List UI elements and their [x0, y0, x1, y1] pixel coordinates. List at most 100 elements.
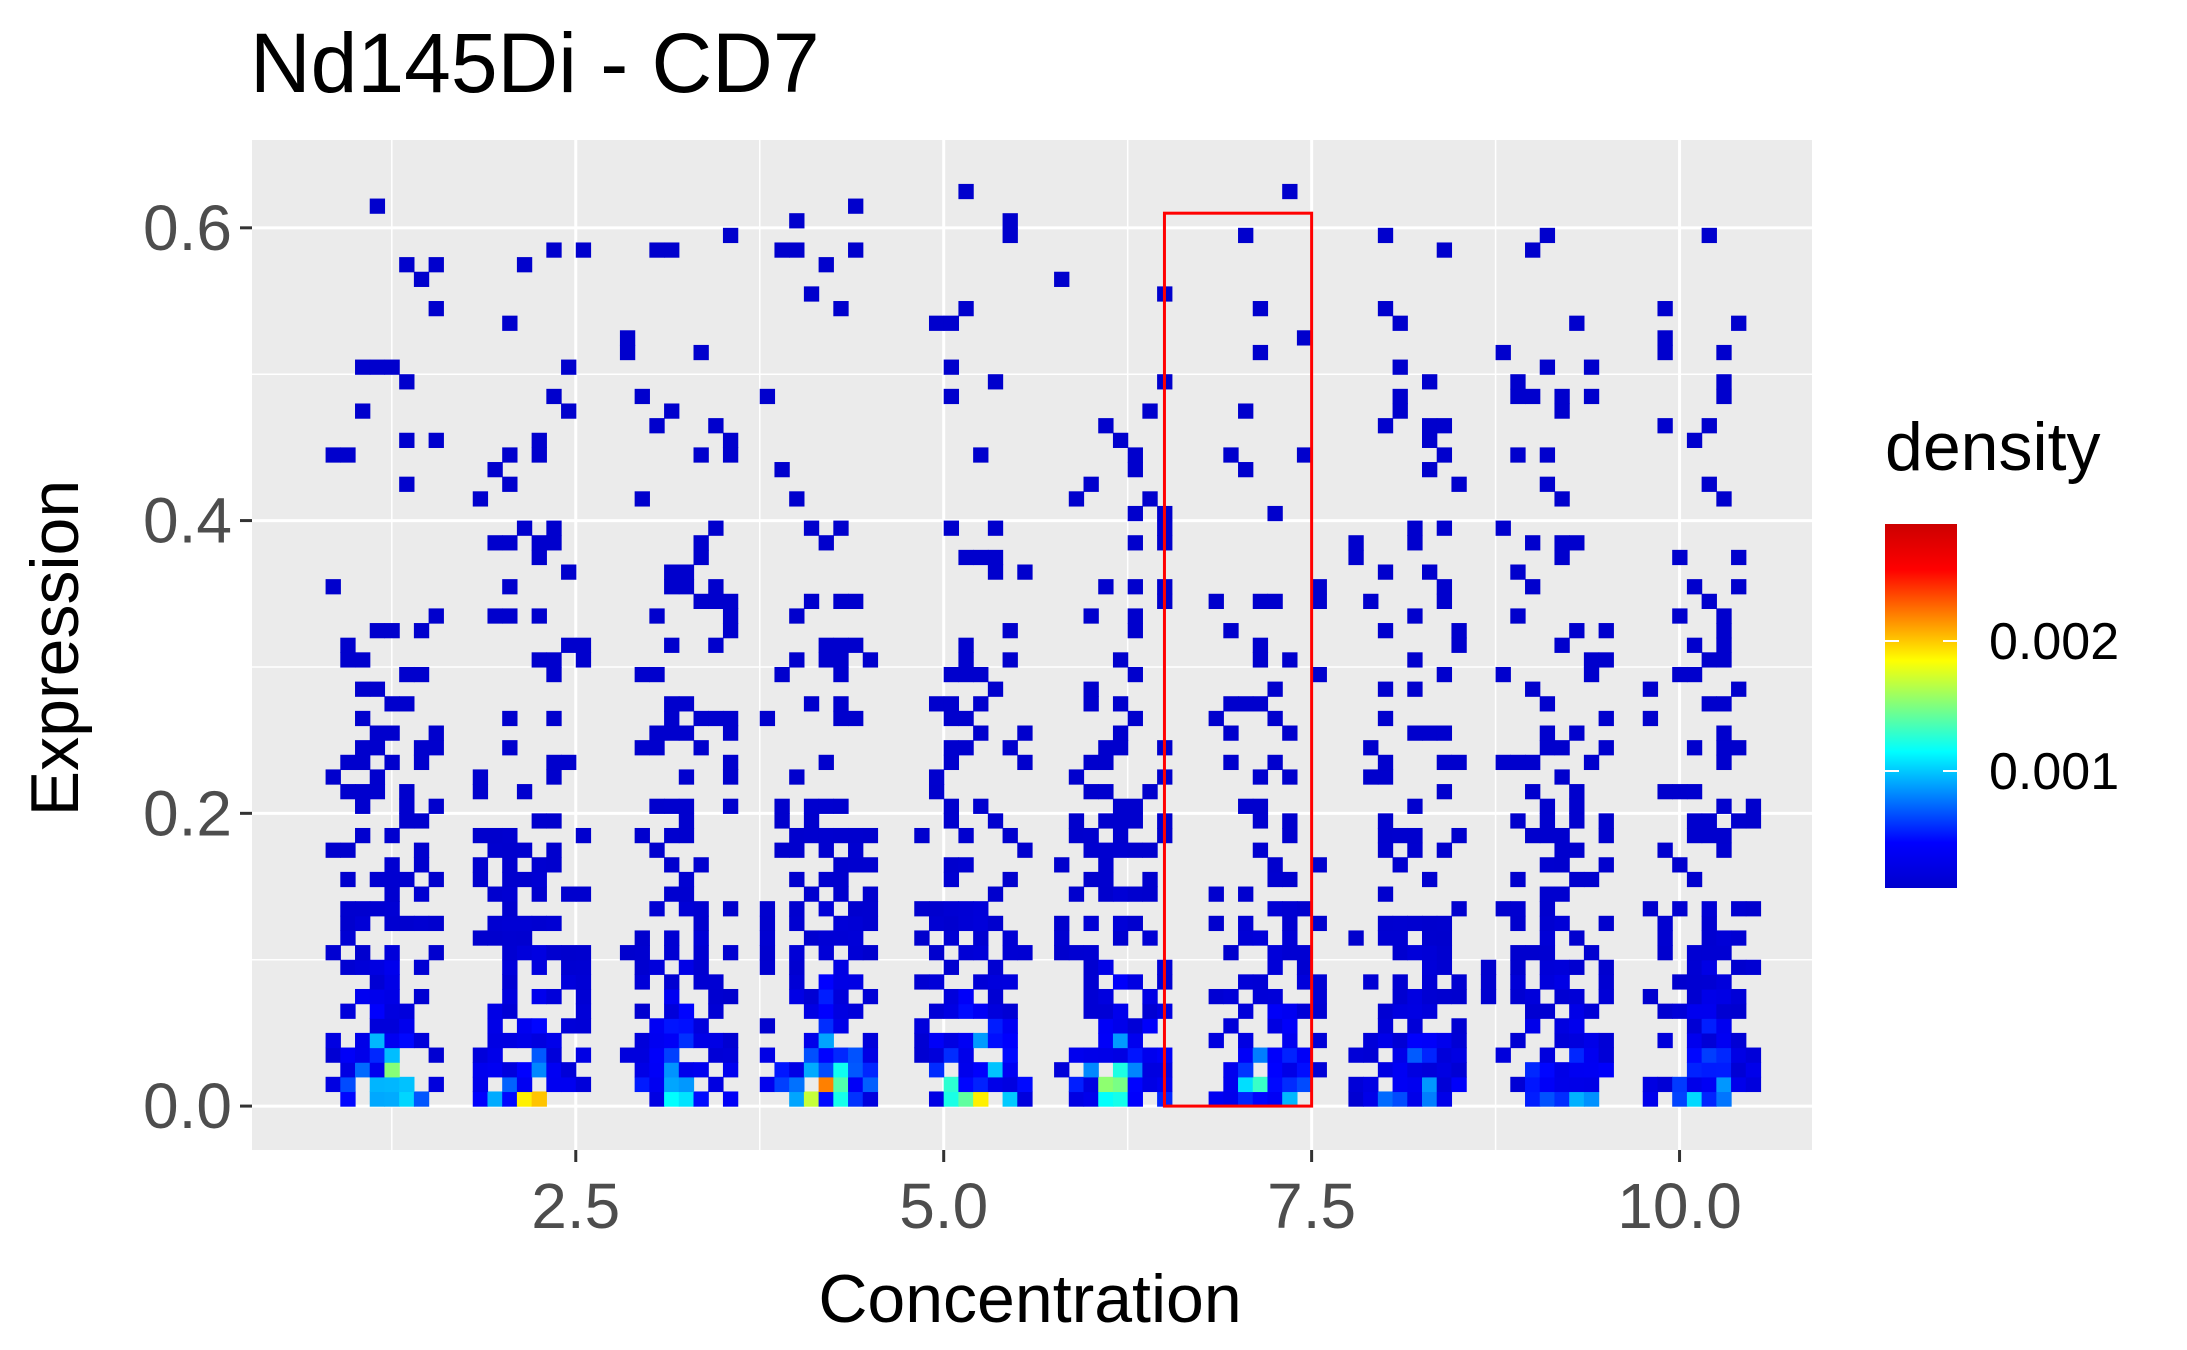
density-bin: [546, 388, 562, 405]
density-bin: [561, 359, 577, 375]
density-bin: [833, 1076, 849, 1093]
density-bin: [818, 1003, 834, 1019]
density-bin: [1510, 1032, 1526, 1049]
density-bin: [1238, 462, 1254, 478]
density-bin: [1451, 637, 1467, 653]
density-bin: [928, 769, 945, 785]
y-tick-label: 0.2: [143, 777, 232, 849]
density-bin: [413, 813, 430, 829]
density-bin: [848, 945, 864, 961]
density-bin: [678, 1076, 695, 1093]
density-bin: [803, 1047, 820, 1063]
density-bin: [818, 1032, 834, 1049]
density-bin: [413, 857, 430, 873]
density-bin: [1112, 1047, 1129, 1063]
density-bin: [1701, 1047, 1717, 1063]
density-bin: [1407, 608, 1423, 624]
density-bin: [1686, 432, 1703, 448]
density-bin: [516, 1076, 533, 1093]
density-bin: [1422, 374, 1438, 390]
density-bin: [664, 579, 680, 595]
density-bin: [472, 784, 489, 800]
density-bin: [803, 813, 820, 829]
density-bin: [1701, 827, 1717, 844]
density-bin: [1422, 418, 1438, 434]
density-bin: [1208, 1091, 1224, 1107]
density-bin: [862, 827, 879, 844]
density-bin: [833, 974, 849, 990]
density-bin: [1436, 988, 1453, 1005]
density-bin: [1112, 813, 1129, 829]
density-bin: [384, 915, 400, 932]
density-bin: [1554, 1062, 1570, 1078]
density-bin: [369, 1032, 386, 1049]
density-bin: [1569, 315, 1585, 331]
density-bin: [369, 725, 386, 741]
density-bin: [546, 1047, 562, 1063]
density-bin: [759, 959, 776, 975]
density-bin: [1510, 813, 1526, 829]
density-bin: [428, 915, 444, 932]
density-bin: [1282, 1003, 1298, 1019]
density-bin: [1238, 403, 1254, 419]
density-bin: [693, 959, 709, 975]
density-bin: [693, 447, 709, 463]
density-bin: [789, 915, 805, 932]
density-bin: [1583, 871, 1600, 888]
density-bin: [1017, 725, 1033, 741]
density-bin: [1223, 1091, 1239, 1107]
density-bin: [1112, 1018, 1129, 1034]
density-bin: [664, 798, 680, 814]
density-bin: [818, 842, 834, 858]
density-bin: [1422, 974, 1438, 990]
density-bin: [1583, 1032, 1600, 1049]
density-bin: [862, 652, 879, 668]
density-bin: [1252, 798, 1269, 814]
density-bin: [619, 344, 636, 361]
density-bin: [1554, 886, 1570, 902]
density-bin: [803, 286, 820, 302]
density-bin: [914, 901, 930, 917]
density-bin: [1002, 623, 1018, 639]
density-bin: [1583, 652, 1600, 668]
density-bin: [722, 1032, 739, 1049]
density-bin: [1569, 1018, 1585, 1034]
density-bin: [1267, 959, 1283, 975]
density-bin: [1598, 740, 1614, 756]
highlight-box: [1162, 211, 1314, 1108]
density-bin: [1510, 388, 1526, 405]
density-bin: [943, 915, 960, 932]
density-bin: [369, 974, 386, 990]
density-bin: [1583, 1047, 1600, 1063]
density-bin: [1363, 1047, 1379, 1063]
density-bin: [818, 930, 834, 946]
density-bin: [789, 652, 805, 668]
density-bin: [862, 901, 879, 917]
density-bin: [1716, 1003, 1732, 1019]
density-bin: [340, 1047, 356, 1063]
density-bin: [1569, 535, 1585, 551]
density-bin: [1083, 784, 1099, 800]
density-bin: [340, 784, 356, 800]
density-bin: [1296, 1076, 1313, 1093]
density-bin: [862, 1062, 879, 1078]
density-bin: [1731, 988, 1747, 1005]
density-bin: [1436, 754, 1453, 771]
density-bin: [1407, 988, 1423, 1005]
density-bin: [973, 1032, 989, 1049]
density-bin: [516, 257, 533, 273]
density-bin: [1525, 754, 1541, 771]
density-bin: [355, 740, 371, 756]
density-bin: [943, 710, 960, 727]
density-bin: [722, 1047, 739, 1063]
density-bin: [1422, 1003, 1438, 1019]
density-bin: [1701, 1076, 1717, 1093]
density-bin: [1142, 1062, 1158, 1078]
density-bin: [1127, 1032, 1143, 1049]
density-bin: [1377, 301, 1394, 317]
density-bin: [789, 769, 805, 785]
density-bin: [1392, 1047, 1408, 1063]
density-bin: [803, 1062, 820, 1078]
density-bin: [531, 871, 547, 888]
density-bin: [369, 901, 386, 917]
